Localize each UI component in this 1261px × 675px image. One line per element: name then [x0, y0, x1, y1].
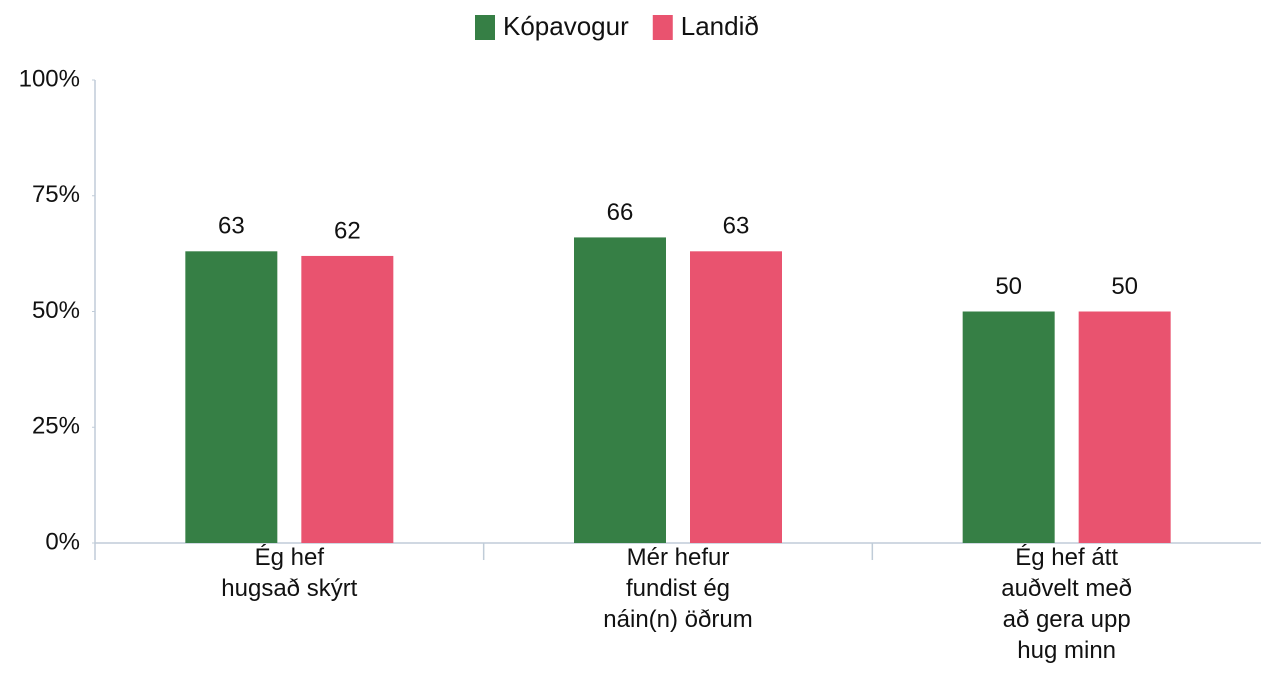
bar — [185, 251, 278, 543]
y-tick-label: 100% — [19, 65, 80, 92]
y-tick-label: 0% — [45, 528, 80, 555]
x-tick-label: Mér hefur fundist ég náin(n) öðrum — [603, 544, 753, 633]
x-tick-label: Ég hef hugsað skýrt — [221, 544, 358, 602]
data-label: 63 — [218, 213, 245, 240]
bar — [690, 251, 782, 543]
data-label: 50 — [1111, 273, 1138, 300]
y-tick-label: 75% — [32, 181, 80, 208]
data-label: 63 — [723, 213, 750, 240]
data-label: 50 — [995, 273, 1022, 300]
bar — [574, 237, 666, 544]
bar — [1078, 311, 1171, 543]
bar — [301, 255, 394, 543]
legend-swatch — [475, 15, 495, 40]
data-label: 66 — [607, 199, 634, 226]
bar — [962, 311, 1055, 543]
legend-label: Landið — [681, 11, 759, 41]
legend-label: Kópavogur — [503, 11, 629, 41]
y-tick-label: 25% — [32, 413, 80, 440]
x-tick-label: Ég hef átt auðvelt með að gera upp hug m… — [1001, 544, 1133, 664]
y-tick-label: 50% — [32, 297, 80, 324]
legend-swatch — [652, 15, 673, 40]
data-label: 62 — [334, 217, 361, 244]
